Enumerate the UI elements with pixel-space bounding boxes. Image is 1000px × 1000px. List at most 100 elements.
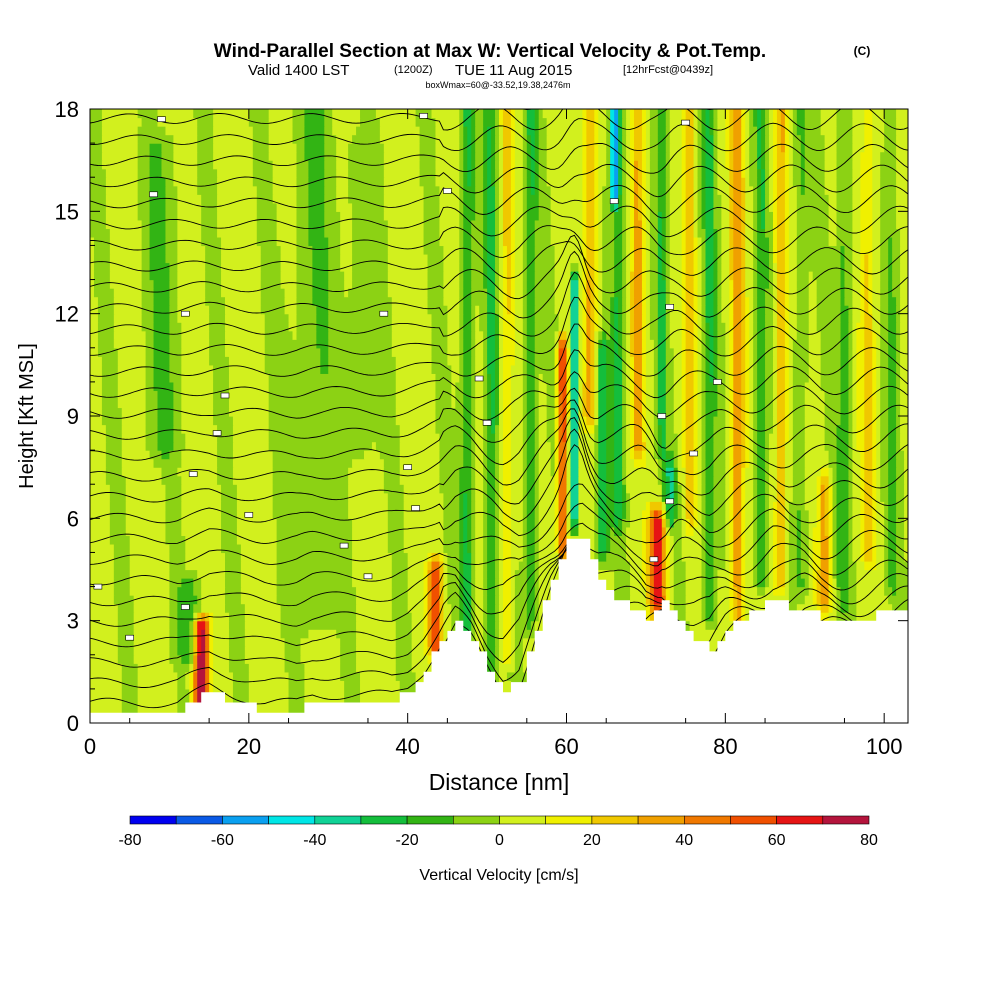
velocity-cell	[502, 603, 512, 613]
velocity-cell	[181, 654, 190, 664]
velocity-cell	[463, 433, 472, 443]
velocity-cell	[614, 236, 623, 247]
velocity-cell	[510, 484, 524, 494]
velocity-cell	[502, 185, 512, 195]
velocity-cell	[487, 433, 496, 443]
velocity-cell	[860, 518, 865, 528]
velocity-cell	[852, 424, 857, 434]
velocity-cell	[117, 356, 147, 366]
velocity-cell	[105, 185, 139, 195]
velocity-cell	[598, 416, 607, 426]
velocity-cell	[550, 441, 556, 451]
velocity-cell	[463, 339, 472, 349]
velocity-cell	[649, 586, 655, 596]
velocity-cell	[614, 526, 623, 536]
velocity-cell	[217, 467, 234, 477]
velocity-cell	[622, 185, 627, 195]
velocity-cell	[685, 560, 703, 571]
velocity-cell	[502, 288, 508, 298]
velocity-cell	[399, 424, 437, 434]
velocity-cell	[665, 296, 671, 306]
velocity-cell	[753, 526, 758, 536]
velocity-cell	[669, 586, 675, 596]
velocity-cell	[721, 202, 730, 212]
velocity-cell	[860, 296, 865, 306]
velocity-cell	[729, 586, 734, 596]
velocity-cell	[594, 202, 599, 212]
velocity-cell	[431, 364, 452, 374]
velocity-cell	[626, 168, 631, 178]
velocity-cell	[534, 381, 540, 392]
velocity-cell	[328, 347, 393, 357]
velocity-cell	[578, 279, 583, 289]
velocity-cell	[745, 578, 754, 588]
velocity-cell	[499, 347, 504, 357]
velocity-cell	[876, 339, 881, 349]
velocity-cell	[205, 680, 210, 690]
velocity-cell	[900, 381, 908, 392]
velocity-cell	[419, 168, 437, 178]
velocity-cell	[590, 305, 595, 315]
velocity-cell	[502, 535, 512, 545]
velocity-cell	[729, 279, 734, 289]
velocity-cell	[264, 330, 294, 340]
velocity-cell	[534, 322, 560, 332]
velocity-cell	[590, 356, 595, 366]
velocity-cell	[717, 177, 730, 187]
velocity-cell	[534, 509, 540, 519]
velocity-cell	[776, 271, 786, 281]
velocity-cell	[622, 271, 627, 281]
velocity-cell	[661, 518, 667, 528]
velocity-cell	[324, 211, 341, 221]
velocity-cell	[546, 160, 583, 170]
velocity-cell	[776, 202, 786, 212]
velocity-cell	[808, 279, 818, 289]
velocity-cell	[399, 475, 441, 485]
velocity-cell	[661, 441, 667, 451]
velocity-cell	[487, 595, 496, 605]
velocity-cell	[260, 288, 286, 298]
velocity-cell	[657, 236, 663, 247]
velocity-cell	[463, 458, 472, 468]
velocity-cell	[205, 279, 222, 289]
velocity-cell	[90, 433, 107, 443]
velocity-cell	[880, 398, 889, 409]
velocity-cell	[725, 390, 730, 400]
velocity-cell	[554, 339, 560, 349]
velocity-cell	[280, 612, 357, 622]
velocity-cell	[641, 347, 647, 357]
velocity-cell	[475, 441, 484, 451]
velocity-cell	[296, 236, 309, 247]
velocity-cell	[772, 253, 778, 264]
velocity-cell	[340, 637, 357, 647]
velocity-cell	[240, 578, 278, 588]
velocity-cell	[653, 595, 663, 605]
velocity-cell	[105, 211, 139, 221]
velocity-cell	[141, 236, 151, 247]
velocity-cell	[534, 390, 540, 400]
velocity-cell	[169, 296, 178, 306]
velocity-cell	[741, 467, 746, 477]
velocity-cell	[757, 339, 766, 349]
velocity-cell	[772, 398, 778, 409]
velocity-cell	[407, 595, 425, 605]
velocity-cell	[336, 177, 349, 187]
velocity-cell	[582, 168, 587, 178]
velocity-cell	[745, 501, 754, 511]
velocity-cell	[673, 578, 687, 588]
velocity-cell	[622, 160, 627, 170]
velocity-cell	[701, 501, 707, 511]
velocity-cell	[705, 245, 715, 255]
velocity-cell	[205, 262, 222, 272]
velocity-cell	[213, 160, 254, 170]
velocity-cell	[888, 458, 897, 468]
velocity-cell	[776, 518, 786, 528]
velocity-cell	[630, 194, 635, 204]
velocity-cell	[109, 253, 143, 264]
velocity-cell	[804, 441, 826, 451]
velocity-cell	[836, 202, 853, 212]
velocity-cell	[614, 381, 623, 392]
velocity-cell	[630, 578, 643, 588]
velocity-cell	[268, 151, 298, 161]
velocity-cell	[264, 356, 321, 366]
